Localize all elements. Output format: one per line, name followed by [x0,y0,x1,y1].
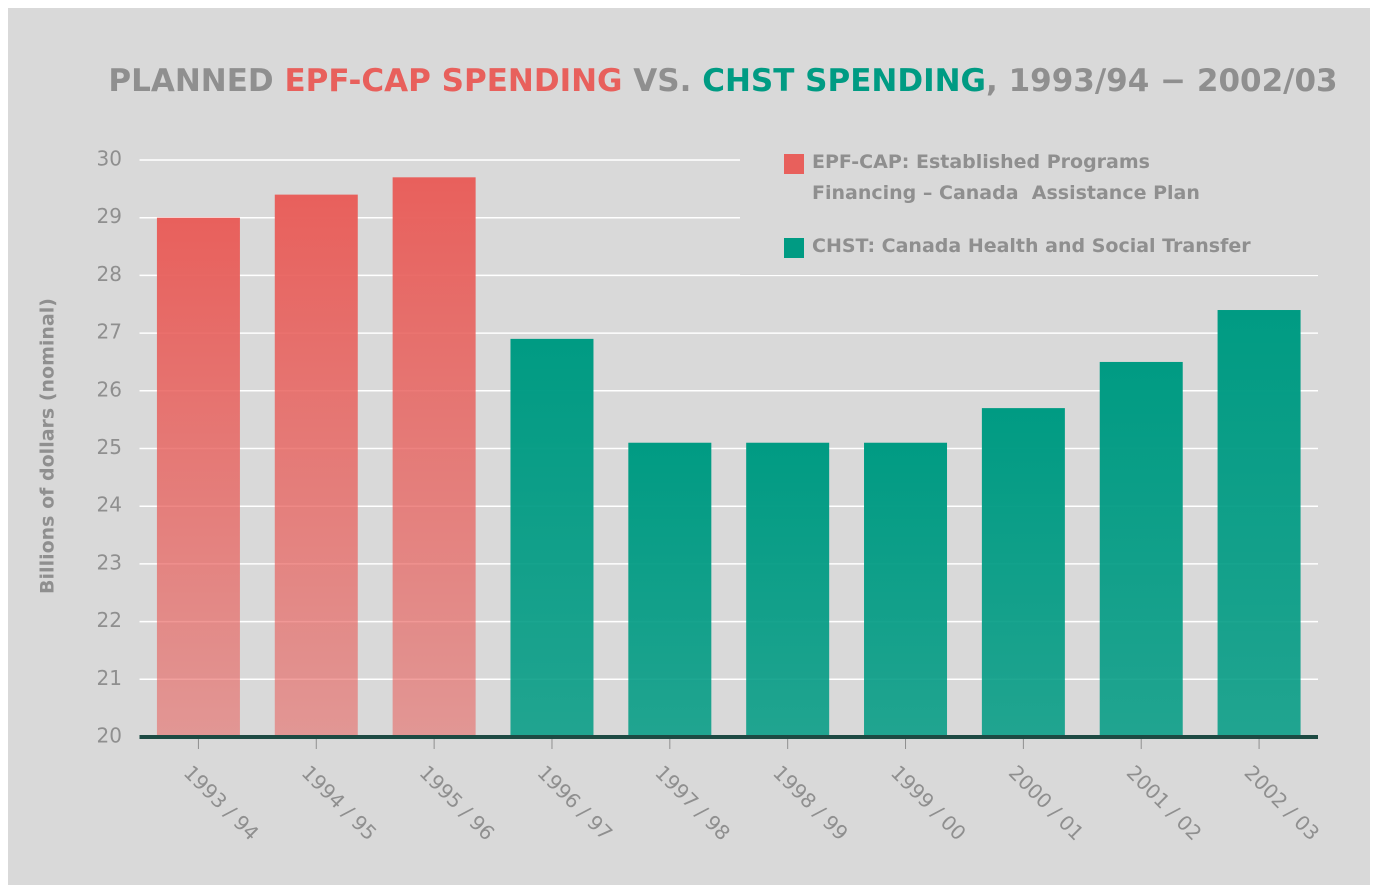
title-part: PLANNED [108,63,284,99]
legend: EPF-CAP: Established Programs Financing … [740,140,1318,275]
y-tick-label: 20 [97,724,122,748]
y-tick-label: 22 [97,608,122,632]
y-tick-label: 25 [97,435,122,459]
bar [1217,310,1301,737]
y-tick-label: 24 [97,493,122,517]
bar [1099,361,1183,737]
y-tick-label: 21 [97,666,122,690]
y-tick-label: 29 [97,204,122,228]
legend-item: CHST: Canada Health and Social Transfer [784,235,1252,262]
title-part: CHST SPENDING [702,63,986,99]
y-tick-label: 27 [97,320,122,344]
bar [392,177,476,737]
bar [510,338,594,737]
bar [628,442,712,737]
legend-swatch [784,238,804,258]
y-tick-label: 30 [97,147,122,171]
legend-label: EPF-CAP: Established Programs Financing … [812,151,1200,204]
bar [981,408,1065,737]
y-tick-label: 28 [97,262,122,286]
legend-label: CHST: Canada Health and Social Transfer [812,235,1251,257]
title-part: VS. [623,63,703,99]
chart-title: PLANNED EPF-CAP SPENDING VS. CHST SPENDI… [108,63,1337,99]
bar [746,442,830,737]
legend-item: EPF-CAP: Established Programs Financing … [784,151,1237,209]
bar [156,217,240,737]
title-part: , 1993/94 − 2002/03 [986,63,1338,99]
bar [864,442,948,737]
y-tick-label: 23 [97,550,122,574]
bar [274,194,358,737]
legend-swatch [784,154,804,174]
y-axis-label: Billions of dollars (nominal) [37,298,59,594]
y-tick-label: 26 [97,377,122,401]
title-part: EPF-CAP SPENDING [284,63,622,99]
